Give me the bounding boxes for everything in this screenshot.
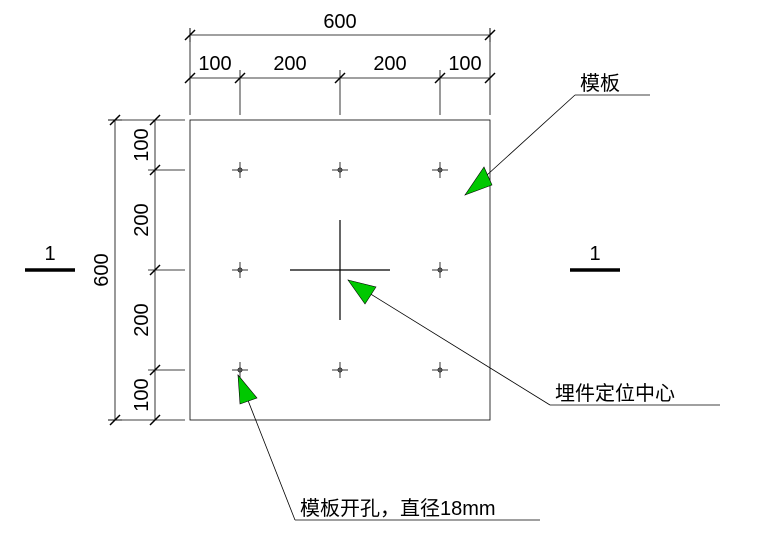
left-dimension-outer: 600 bbox=[91, 115, 122, 425]
center-mark bbox=[290, 220, 390, 320]
svg-text:200: 200 bbox=[273, 53, 306, 75]
svg-text:100: 100 bbox=[131, 128, 153, 161]
dim-top-outer: 600 bbox=[323, 11, 356, 33]
section-mark-left: 1 bbox=[25, 243, 75, 270]
svg-text:200: 200 bbox=[131, 203, 153, 236]
svg-text:100: 100 bbox=[198, 53, 231, 75]
top-dimension-outer: 600 bbox=[185, 11, 495, 42]
svg-text:1: 1 bbox=[589, 243, 600, 265]
label-plate: 模板 bbox=[580, 72, 620, 95]
svg-text:100: 100 bbox=[448, 53, 481, 75]
svg-text:1: 1 bbox=[44, 243, 55, 265]
leader-plate: 模板 bbox=[465, 72, 650, 195]
label-center: 埋件定位中心 bbox=[555, 382, 675, 405]
section-mark-right: 1 bbox=[570, 243, 620, 270]
svg-text:100: 100 bbox=[131, 378, 153, 411]
dim-left-outer: 600 bbox=[91, 253, 113, 286]
leader-center: 埋件定位中心 bbox=[348, 280, 720, 405]
leader-hole: 模板开孔，直径18mm bbox=[238, 375, 540, 520]
label-hole: 模板开孔，直径18mm bbox=[300, 497, 496, 520]
svg-text:200: 200 bbox=[131, 303, 153, 336]
left-dimension-sub: 100 200 200 100 bbox=[108, 115, 185, 425]
top-dimension-sub: 100 200 200 100 bbox=[185, 28, 495, 115]
svg-text:200: 200 bbox=[373, 53, 406, 75]
